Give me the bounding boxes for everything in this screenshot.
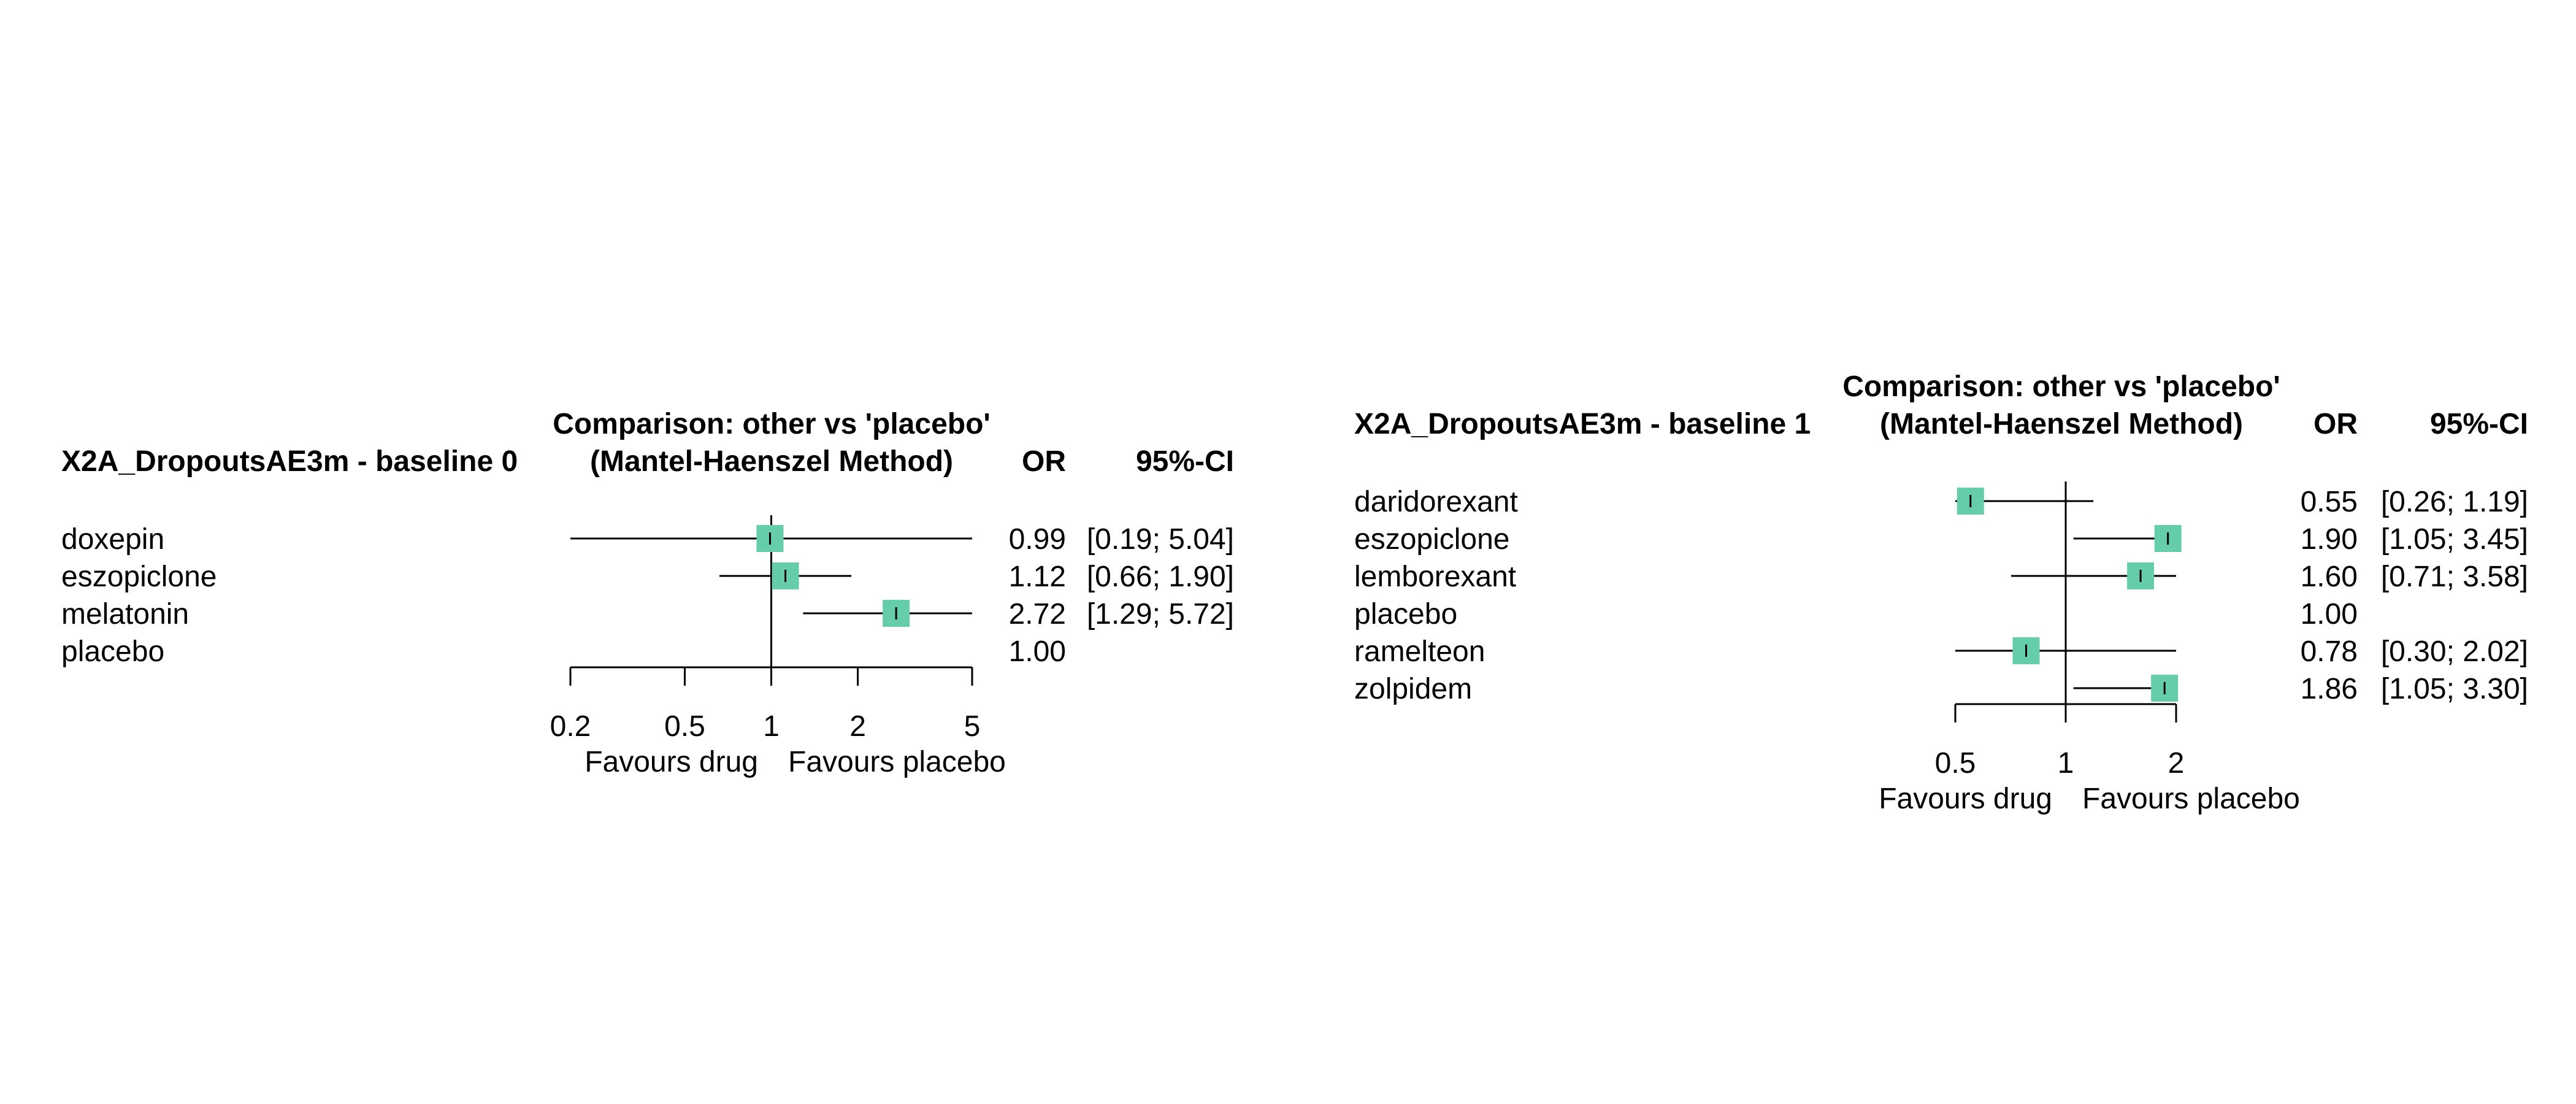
favours-placebo-label: Favours placebo (2082, 783, 2300, 815)
or-value: 0.78 (2301, 635, 2358, 668)
study-label: eszopiclone (1354, 523, 1510, 556)
study-label: daridorexant (1354, 486, 1518, 518)
study-label: doxepin (61, 523, 164, 556)
ci-value: [0.19; 5.04] (1087, 523, 1234, 556)
or-value: 1.12 (1009, 561, 1066, 593)
method-header: (Mantel-Haenszel Method) (1880, 408, 2243, 440)
x-tick-label: 1 (2058, 747, 2074, 780)
or-value: 1.86 (2301, 673, 2358, 705)
x-tick-label: 0.2 (550, 710, 591, 743)
or-column-header: OR (1022, 445, 1066, 478)
comparison-header: Comparison: other vs 'placebo' (553, 408, 991, 440)
x-tick-label: 2 (849, 710, 866, 743)
study-label: lemborexant (1354, 561, 1516, 593)
favours-drug-label: Favours drug (585, 746, 758, 778)
panel-title: X2A_DropoutsAE3m - baseline 1 (1354, 408, 1811, 440)
study-label: eszopiclone (61, 561, 217, 593)
x-tick-label: 0.5 (1935, 747, 1976, 780)
study-label: melatonin (61, 598, 189, 631)
x-tick-label: 2 (2168, 747, 2185, 780)
ci-value: [0.71; 3.58] (2381, 561, 2528, 593)
method-header: (Mantel-Haenszel Method) (590, 445, 953, 478)
or-column-header: OR (2313, 408, 2358, 440)
ci-value: [1.29; 5.72] (1087, 598, 1234, 631)
or-value: 1.00 (2301, 598, 2358, 631)
panel-title: X2A_DropoutsAE3m - baseline 0 (61, 445, 518, 478)
x-tick-label: 0.5 (664, 710, 705, 743)
ci-value: [1.05; 3.45] (2381, 523, 2528, 556)
comparison-header: Comparison: other vs 'placebo' (1842, 370, 2280, 403)
ci-column-header: 95%-CI (2430, 408, 2528, 440)
ci-value: [0.26; 1.19] (2381, 486, 2528, 518)
forest-panel-baseline-1: X2A_DropoutsAE3m - baseline 1 Comparison:… (1354, 370, 2528, 815)
study-label: placebo (1354, 598, 1457, 631)
or-value: 1.00 (1009, 635, 1066, 668)
or-value: 1.60 (2301, 561, 2358, 593)
x-tick-label: 1 (763, 710, 780, 743)
ci-column-header: 95%-CI (1136, 445, 1234, 478)
or-value: 2.72 (1009, 598, 1066, 631)
ci-value: [0.66; 1.90] (1087, 561, 1234, 593)
or-value: 0.55 (2301, 486, 2358, 518)
study-label: ramelteon (1354, 635, 1485, 668)
ci-value: [0.30; 2.02] (2381, 635, 2528, 668)
or-value: 0.99 (1009, 523, 1066, 556)
study-label: zolpidem (1354, 673, 1472, 705)
or-value: 1.90 (2301, 523, 2358, 556)
x-tick-label: 5 (964, 710, 981, 743)
favours-placebo-label: Favours placebo (788, 746, 1006, 778)
favours-drug-label: Favours drug (1879, 783, 2052, 815)
ci-value: [1.05; 3.30] (2381, 673, 2528, 705)
forest-panel-baseline-0: X2A_DropoutsAE3m - baseline 0 Comparison:… (61, 408, 1234, 778)
study-label: placebo (61, 635, 164, 668)
